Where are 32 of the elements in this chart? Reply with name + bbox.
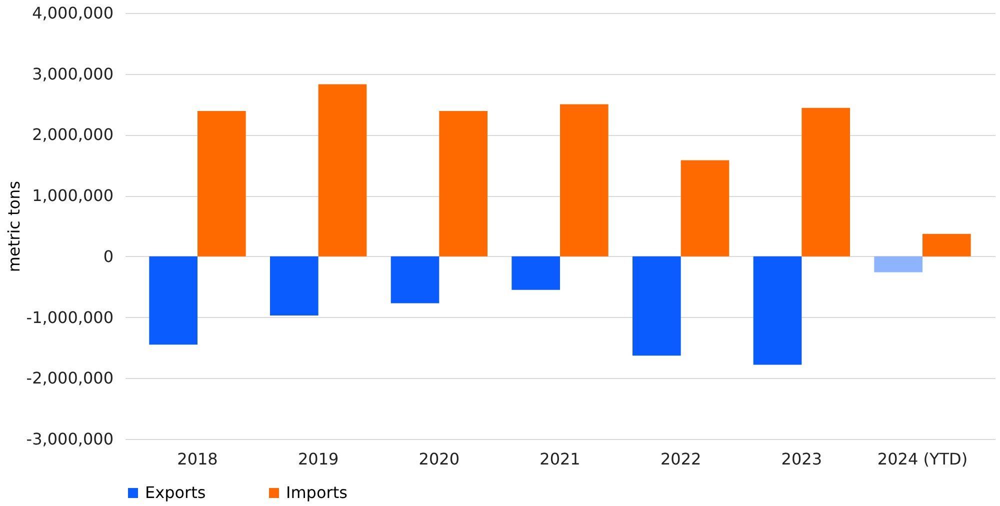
y-axis-title: metric tons [4,180,24,272]
legend-label: Exports [145,483,206,502]
bar [753,256,802,365]
x-tick-label: 2021 [540,450,580,468]
x-tick-label: 2022 [660,450,702,468]
bar [922,234,971,256]
x-tick-label: 2019 [298,450,339,468]
y-tick-label: -2,000,000 [26,368,114,388]
bar [512,256,560,290]
bar [390,256,440,304]
bar [802,108,850,256]
y-tick-label: -1,000,000 [26,308,114,327]
bar [874,256,922,272]
bar [149,256,198,345]
y-tick-label: 4,000,000 [32,4,114,22]
bar [560,104,608,256]
x-tick-label: 2024 (YTD) [877,450,968,468]
x-tick-label: 2018 [177,450,218,468]
y-tick-label: 0 [103,246,114,266]
bar [439,110,488,256]
y-tick-label: -3,000,000 [26,430,114,448]
x-tick-label: 2020 [418,450,460,468]
bar [318,84,367,256]
y-tick-label: 1,000,000 [32,186,114,206]
bar [680,160,730,256]
bar [270,256,318,316]
bar [632,256,681,356]
y-tick-label: 2,000,000 [32,125,114,144]
x-tick-label: 2023 [781,450,822,468]
y-tick-label: 3,000,000 [32,64,114,84]
bar [198,110,246,256]
legend-label: Imports [286,483,348,502]
